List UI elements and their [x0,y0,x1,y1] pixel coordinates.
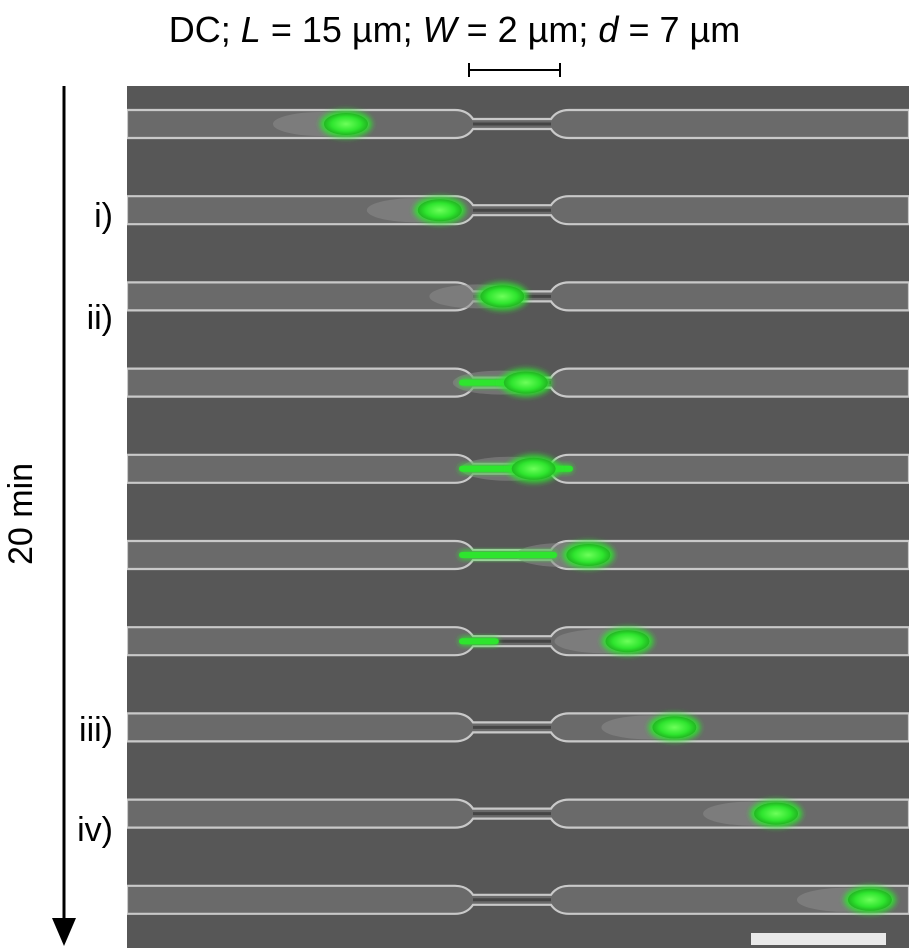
figure-title: DC; L = 15 µm; W = 2 µm; d = 7 µm [0,8,909,52]
micrograph-panel [127,86,909,948]
nucleus-tether-core [459,638,499,645]
microchannel-image [127,108,909,915]
title-W-symbol: W [422,9,457,50]
frame-label-iv: iv) [77,811,113,849]
channel-row [127,884,909,915]
channel-row [127,539,909,571]
frame-label-ii: ii) [86,299,113,337]
title-prefix: DC; [168,9,241,50]
nucleus-fluorescence [847,888,892,911]
nucleus-fluorescence [605,630,650,653]
channel-row [127,453,909,484]
frame-label-iii: iii) [79,711,113,749]
channel-row [127,798,909,829]
time-axis-label: 20 min [2,462,40,565]
title-d-symbol: d [598,9,619,50]
channel-row [127,281,909,312]
nucleus-tether-core [459,379,510,386]
nucleus-fluorescence [754,802,799,825]
nucleus-fluorescence [566,544,611,566]
title-L-symbol: L [240,9,261,50]
frame-label-i: i) [94,197,113,235]
channel-row [127,712,909,743]
channel-row [127,626,909,657]
nucleus-fluorescence [503,371,548,394]
nucleus-fluorescence [652,716,697,739]
title-d-value: = 7 µm [618,9,741,50]
channel-row [127,108,909,140]
nucleus-fluorescence [417,199,462,222]
nucleus-fluorescence [511,457,556,480]
scale-bar [751,933,886,945]
title-L-value: = 15 µm; [260,9,423,50]
channel-row [127,195,909,226]
nucleus-fluorescence [323,113,368,135]
nucleus-fluorescence [480,285,525,308]
time-arrow [52,86,76,946]
nucleus-tether-core [459,552,558,558]
channel-row [127,367,909,398]
constriction-length-bracket [468,63,561,77]
title-W-value: = 2 µm; [456,9,599,50]
